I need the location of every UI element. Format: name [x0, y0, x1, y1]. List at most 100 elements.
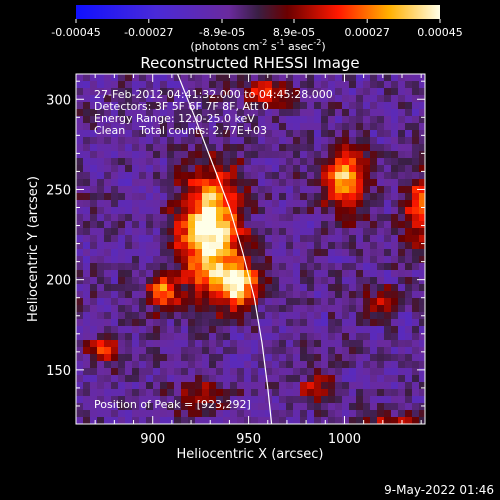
heatmap-cell	[181, 123, 188, 130]
heatmap-cell	[307, 172, 314, 179]
heatmap-cell	[132, 305, 139, 312]
heatmap-cell	[307, 256, 314, 263]
heatmap-cell	[391, 109, 398, 116]
heatmap-cell	[377, 375, 384, 382]
heatmap-cell	[146, 396, 153, 403]
heatmap-cell	[265, 207, 272, 214]
heatmap-cell	[342, 193, 349, 200]
heatmap-cell	[384, 277, 391, 284]
heatmap-cell	[377, 410, 384, 417]
heatmap-cell	[300, 347, 307, 354]
heatmap-cell	[209, 165, 216, 172]
heatmap-cell	[76, 151, 83, 158]
heatmap-cell	[244, 305, 251, 312]
heatmap-cell	[181, 270, 188, 277]
heatmap-cell	[342, 102, 349, 109]
heatmap-cell	[335, 200, 342, 207]
heatmap-cell	[125, 144, 132, 151]
heatmap-cell	[384, 368, 391, 375]
heatmap-cell	[132, 179, 139, 186]
heatmap-cell	[132, 221, 139, 228]
heatmap-cell	[209, 284, 216, 291]
heatmap-cell	[272, 88, 279, 95]
heatmap-cell	[251, 186, 258, 193]
heatmap-cell	[412, 375, 419, 382]
heatmap-cell	[195, 354, 202, 361]
heatmap-cell	[181, 389, 188, 396]
heatmap-cell	[293, 305, 300, 312]
heatmap-cell	[174, 102, 181, 109]
heatmap-cell	[419, 221, 425, 228]
heatmap-cell	[104, 340, 111, 347]
heatmap-cell	[104, 207, 111, 214]
heatmap-cell	[342, 298, 349, 305]
heatmap-cell	[349, 396, 356, 403]
heatmap-cell	[419, 214, 425, 221]
heatmap-cell	[258, 361, 265, 368]
heatmap-cell	[146, 410, 153, 417]
heatmap-cell	[209, 235, 216, 242]
heatmap-cell	[405, 200, 412, 207]
heatmap-cell	[356, 165, 363, 172]
heatmap-cell	[363, 410, 370, 417]
heatmap-cell	[412, 291, 419, 298]
heatmap-cell	[328, 123, 335, 130]
heatmap-cell	[223, 109, 230, 116]
heatmap-cell	[90, 263, 97, 270]
heatmap-cell	[195, 81, 202, 88]
plot-annotations: 27-Feb-2012 04:41:32.000 to 04:45:28.000…	[94, 88, 333, 411]
heatmap-cell	[419, 242, 425, 249]
heatmap-cell	[272, 284, 279, 291]
heatmap-cell	[223, 270, 230, 277]
heatmap-cell	[356, 291, 363, 298]
heatmap-cell	[167, 326, 174, 333]
heatmap-cell	[419, 417, 425, 424]
heatmap-cell	[405, 123, 412, 130]
heatmap-cell	[391, 214, 398, 221]
heatmap-cell	[244, 193, 251, 200]
heatmap-cell	[328, 396, 335, 403]
heatmap-cell	[244, 354, 251, 361]
heatmap-cell	[146, 102, 153, 109]
heatmap-cell	[265, 256, 272, 263]
heatmap-cell	[244, 312, 251, 319]
heatmap-cell	[300, 158, 307, 165]
heatmap-cell	[272, 361, 279, 368]
heatmap-cell	[90, 354, 97, 361]
heatmap-cell	[132, 130, 139, 137]
heatmap-cell	[83, 221, 90, 228]
heatmap-cell	[76, 242, 83, 249]
heatmap-cell	[405, 284, 412, 291]
heatmap-cell	[321, 354, 328, 361]
heatmap-cell	[209, 389, 216, 396]
heatmap-cell	[328, 81, 335, 88]
heatmap-cell	[356, 284, 363, 291]
heatmap-cell	[125, 382, 132, 389]
heatmap-cell	[412, 256, 419, 263]
heatmap-cell	[160, 151, 167, 158]
heatmap-cell	[146, 151, 153, 158]
heatmap-cell	[188, 312, 195, 319]
heatmap-cell	[328, 389, 335, 396]
heatmap-cell	[132, 186, 139, 193]
heatmap-cell	[321, 263, 328, 270]
colorbar-ticks	[75, 19, 441, 23]
heatmap-cell	[146, 158, 153, 165]
heatmap-cell	[104, 172, 111, 179]
heatmap-cell	[209, 137, 216, 144]
heatmap-cell	[139, 109, 146, 116]
heatmap-cell	[97, 417, 104, 424]
heatmap-cell	[104, 95, 111, 102]
heatmap-cell	[419, 410, 425, 417]
heatmap-cell	[195, 389, 202, 396]
heatmap-cell	[195, 109, 202, 116]
heatmap-cell	[356, 137, 363, 144]
heatmap-cell	[286, 277, 293, 284]
heatmap-cell	[132, 270, 139, 277]
heatmap-cell	[349, 137, 356, 144]
heatmap-cell	[405, 256, 412, 263]
heatmap-cell	[251, 235, 258, 242]
heatmap-cell	[83, 109, 90, 116]
heatmap-cell	[139, 235, 146, 242]
heatmap-cell	[363, 221, 370, 228]
